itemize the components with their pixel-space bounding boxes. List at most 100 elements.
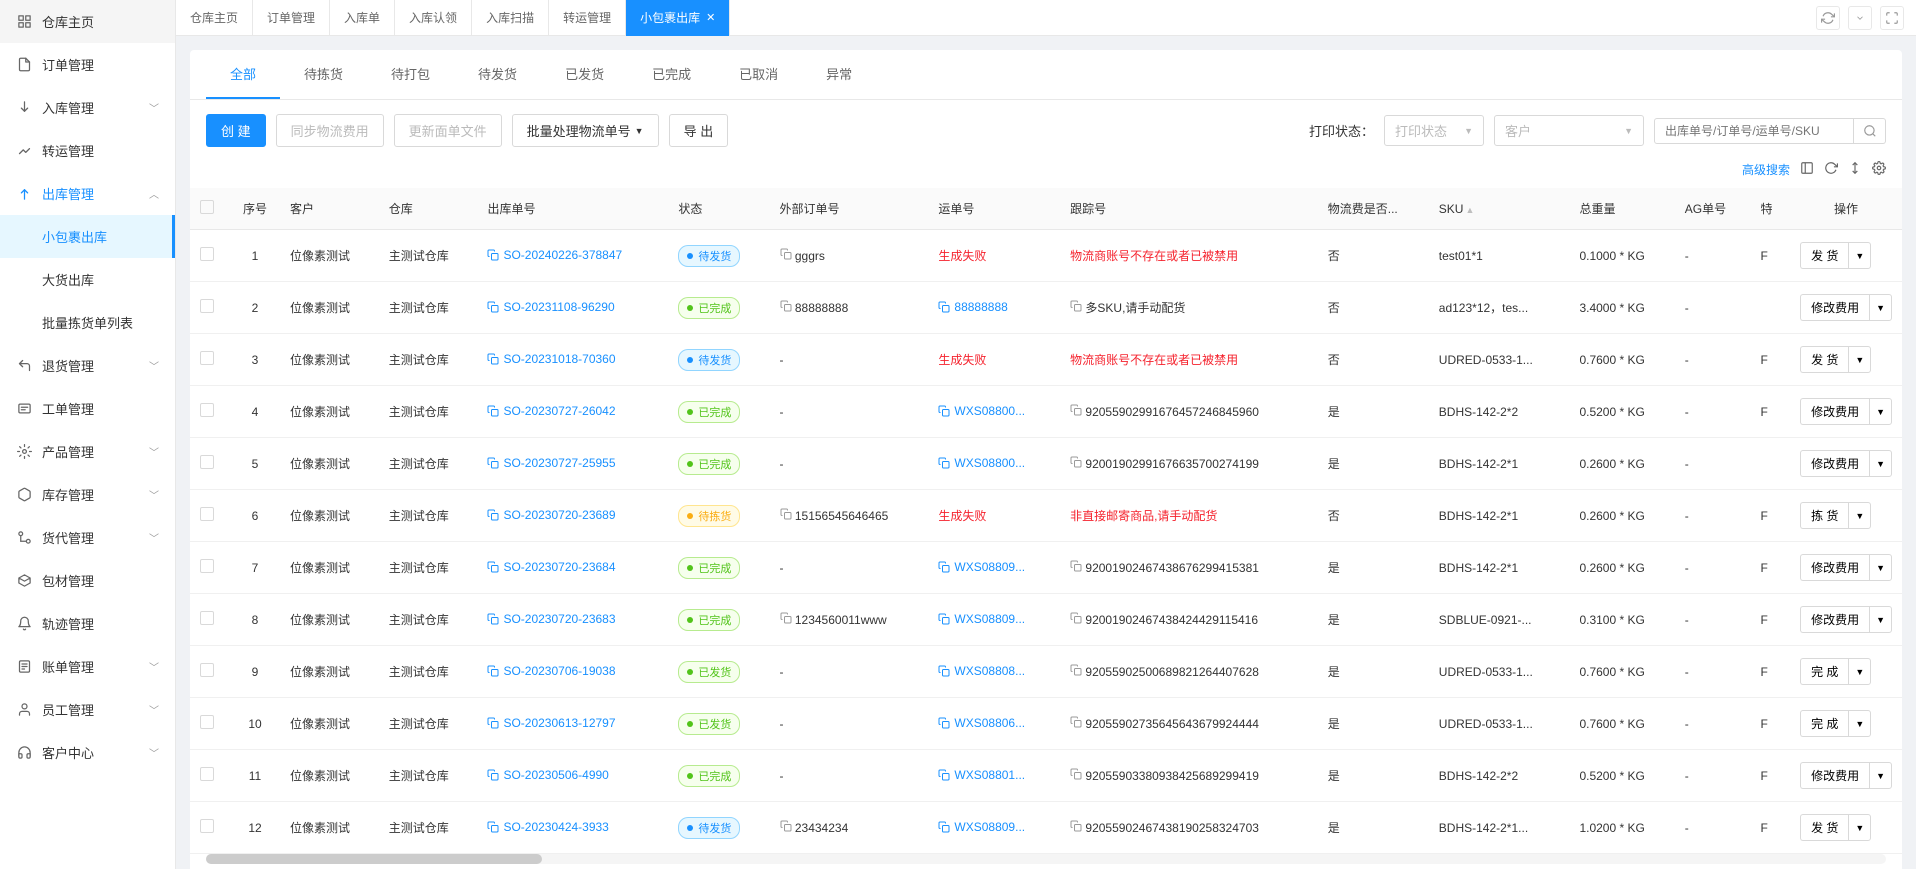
- row-action-more[interactable]: ▼: [1848, 502, 1871, 529]
- row-checkbox[interactable]: [200, 767, 214, 781]
- column-height-icon[interactable]: [1848, 161, 1862, 178]
- row-checkbox[interactable]: [200, 715, 214, 729]
- order-link[interactable]: SO-20230613-12797: [487, 716, 615, 730]
- copy-icon[interactable]: [938, 665, 950, 677]
- top-tab-2[interactable]: 入库单: [330, 0, 395, 36]
- copy-icon[interactable]: [487, 301, 499, 313]
- menu-item-7[interactable]: 产品管理﹀: [0, 430, 175, 473]
- order-link[interactable]: SO-20230424-3933: [487, 820, 608, 834]
- batch-process-button[interactable]: 批量处理物流单号▼: [512, 114, 659, 147]
- row-action-more[interactable]: ▼: [1869, 450, 1892, 477]
- row-action-button[interactable]: 发 货: [1800, 346, 1848, 373]
- copy-icon[interactable]: [1070, 664, 1082, 676]
- copy-icon[interactable]: [938, 613, 950, 625]
- row-action-more[interactable]: ▼: [1848, 710, 1871, 737]
- advanced-search-link[interactable]: 高级搜索: [1742, 161, 1790, 178]
- row-action-button[interactable]: 拣 货: [1800, 502, 1848, 529]
- row-action-button[interactable]: 完 成: [1800, 710, 1848, 737]
- row-action-button[interactable]: 完 成: [1800, 658, 1848, 685]
- copy-icon[interactable]: [780, 612, 792, 624]
- waybill-link[interactable]: WXS08800...: [938, 456, 1025, 470]
- row-action-more[interactable]: ▼: [1848, 346, 1871, 373]
- row-action-more[interactable]: ▼: [1848, 814, 1871, 841]
- copy-icon[interactable]: [938, 405, 950, 417]
- column-width-icon[interactable]: [1800, 161, 1814, 178]
- create-button[interactable]: 创 建: [206, 114, 266, 147]
- reload-icon[interactable]: [1824, 161, 1838, 178]
- row-action-button[interactable]: 修改费用: [1800, 606, 1869, 633]
- order-link[interactable]: SO-20240226-378847: [487, 248, 622, 262]
- row-checkbox[interactable]: [200, 351, 214, 365]
- waybill-link[interactable]: WXS08809...: [938, 612, 1025, 626]
- copy-icon[interactable]: [1070, 768, 1082, 780]
- menu-item-0[interactable]: 仓库主页: [0, 0, 175, 43]
- row-action-button[interactable]: 修改费用: [1800, 762, 1869, 789]
- copy-icon[interactable]: [938, 769, 950, 781]
- copy-icon[interactable]: [1070, 560, 1082, 572]
- copy-icon[interactable]: [1070, 300, 1082, 312]
- copy-icon[interactable]: [487, 561, 499, 573]
- menu-item-2[interactable]: 入库管理﹀: [0, 86, 175, 129]
- copy-icon[interactable]: [487, 405, 499, 417]
- menu-item-12[interactable]: 账单管理﹀: [0, 645, 175, 688]
- fullscreen-icon[interactable]: [1880, 6, 1904, 30]
- row-checkbox[interactable]: [200, 819, 214, 833]
- menu-item-14[interactable]: 客户中心﹀: [0, 731, 175, 774]
- submenu-item-4-0[interactable]: 小包裹出库: [0, 215, 175, 258]
- horizontal-scrollbar[interactable]: [206, 854, 1886, 864]
- row-checkbox[interactable]: [200, 299, 214, 313]
- top-tab-6[interactable]: 小包裹出库✕: [626, 0, 730, 36]
- settings-icon[interactable]: [1872, 161, 1886, 178]
- menu-item-9[interactable]: 货代管理﹀: [0, 516, 175, 559]
- top-tab-4[interactable]: 入库扫描: [472, 0, 549, 36]
- status-tab-3[interactable]: 待发货: [454, 50, 541, 99]
- sync-button[interactable]: 同步物流费用: [276, 114, 384, 147]
- menu-item-5[interactable]: 退货管理﹀: [0, 344, 175, 387]
- copy-icon[interactable]: [487, 457, 499, 469]
- row-action-more[interactable]: ▼: [1869, 398, 1892, 425]
- waybill-link[interactable]: WXS08800...: [938, 404, 1025, 418]
- order-link[interactable]: SO-20230506-4990: [487, 768, 608, 782]
- copy-icon[interactable]: [938, 561, 950, 573]
- menu-item-3[interactable]: 转运管理: [0, 129, 175, 172]
- copy-icon[interactable]: [780, 248, 792, 260]
- col-sku[interactable]: SKU▲: [1429, 188, 1570, 230]
- row-action-button[interactable]: 修改费用: [1800, 294, 1869, 321]
- row-checkbox[interactable]: [200, 507, 214, 521]
- menu-item-8[interactable]: 库存管理﹀: [0, 473, 175, 516]
- status-tab-1[interactable]: 待拣货: [280, 50, 367, 99]
- copy-icon[interactable]: [938, 717, 950, 729]
- order-link[interactable]: SO-20231108-96290: [487, 300, 614, 314]
- copy-icon[interactable]: [487, 717, 499, 729]
- close-icon[interactable]: ✕: [706, 11, 715, 24]
- status-tab-6[interactable]: 已取消: [715, 50, 802, 99]
- row-checkbox[interactable]: [200, 663, 214, 677]
- row-action-more[interactable]: ▼: [1869, 762, 1892, 789]
- order-link[interactable]: SO-20230720-23684: [487, 560, 615, 574]
- search-input[interactable]: [1654, 118, 1854, 144]
- row-action-more[interactable]: ▼: [1848, 242, 1871, 269]
- row-action-button[interactable]: 发 货: [1800, 242, 1848, 269]
- copy-icon[interactable]: [780, 820, 792, 832]
- copy-icon[interactable]: [1070, 404, 1082, 416]
- status-tab-7[interactable]: 异常: [802, 50, 876, 99]
- copy-icon[interactable]: [938, 457, 950, 469]
- copy-icon[interactable]: [487, 769, 499, 781]
- refresh-icon[interactable]: [1816, 6, 1840, 30]
- copy-icon[interactable]: [487, 821, 499, 833]
- top-tab-0[interactable]: 仓库主页: [176, 0, 253, 36]
- select-all-checkbox[interactable]: [200, 200, 214, 214]
- row-checkbox[interactable]: [200, 403, 214, 417]
- customer-select[interactable]: 客户▼: [1494, 115, 1644, 146]
- menu-item-6[interactable]: 工单管理: [0, 387, 175, 430]
- row-checkbox[interactable]: [200, 559, 214, 573]
- copy-icon[interactable]: [487, 509, 499, 521]
- menu-item-10[interactable]: 包材管理: [0, 559, 175, 602]
- copy-icon[interactable]: [487, 613, 499, 625]
- copy-icon[interactable]: [780, 300, 792, 312]
- waybill-link[interactable]: 88888888: [938, 300, 1007, 314]
- status-tab-4[interactable]: 已发货: [541, 50, 628, 99]
- copy-icon[interactable]: [1070, 820, 1082, 832]
- copy-icon[interactable]: [1070, 716, 1082, 728]
- copy-icon[interactable]: [487, 249, 499, 261]
